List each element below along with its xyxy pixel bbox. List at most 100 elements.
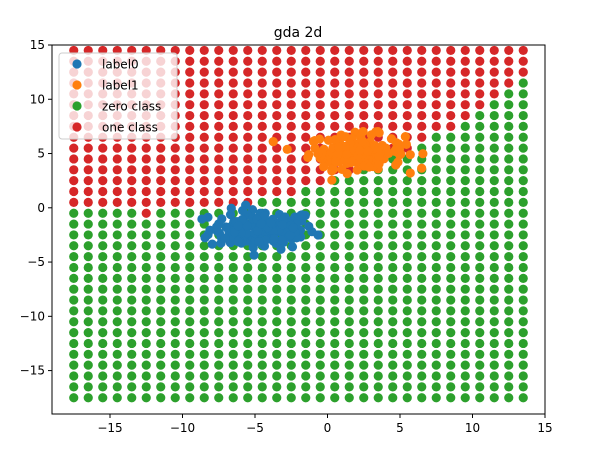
- zero-class-point: [475, 317, 485, 327]
- zero-class-point: [475, 176, 485, 186]
- zero-class-point: [388, 241, 398, 251]
- zero-class-point: [170, 295, 180, 305]
- zero-class-point: [214, 338, 224, 349]
- zero-class-point: [475, 252, 485, 262]
- zero-class-point: [214, 317, 224, 327]
- zero-class-point: [330, 382, 340, 392]
- zero-class-point: [489, 154, 499, 164]
- zero-class-point: [315, 393, 325, 403]
- zero-class-point: [489, 284, 499, 294]
- zero-class-point: [402, 338, 412, 349]
- zero-class-point: [373, 317, 383, 327]
- zero-class-point: [141, 306, 151, 316]
- one-class-point: [228, 132, 238, 142]
- zero-class-point: [315, 328, 325, 338]
- label1-point: [342, 149, 352, 160]
- one-class-point: [301, 56, 311, 66]
- zero-class-point: [199, 349, 209, 359]
- zero-class-point: [286, 317, 296, 327]
- label0-point: [221, 222, 231, 232]
- zero-class-point: [272, 382, 282, 392]
- one-class-point: [286, 100, 296, 110]
- zero-class-point: [83, 371, 93, 381]
- zero-class-point: [141, 349, 151, 359]
- zero-class-point: [431, 273, 441, 283]
- zero-class-point: [460, 176, 470, 186]
- zero-class-point: [214, 349, 224, 359]
- zero-class-point: [489, 252, 499, 262]
- zero-class-point: [330, 317, 340, 327]
- label1-point: [319, 162, 329, 172]
- zero-class-point: [112, 382, 122, 392]
- one-class-point: [185, 56, 195, 66]
- zero-class-point: [141, 371, 151, 381]
- zero-class-point: [185, 262, 195, 273]
- zero-class-point: [83, 295, 93, 305]
- y-tick-label: 5: [37, 147, 45, 161]
- zero-class-point: [359, 197, 369, 207]
- zero-class-point: [518, 154, 528, 164]
- y-tick-label: −5: [27, 255, 45, 269]
- zero-class-point: [315, 338, 325, 349]
- zero-class-point: [69, 284, 79, 294]
- zero-class-point: [112, 284, 122, 294]
- zero-class-point: [504, 241, 514, 251]
- zero-class-point: [518, 121, 528, 131]
- one-class-point: [98, 154, 108, 164]
- zero-class-point: [243, 295, 253, 305]
- zero-class-point: [460, 154, 470, 164]
- one-class-point: [228, 56, 238, 66]
- zero-class-point: [460, 143, 470, 153]
- one-class-point: [388, 121, 398, 131]
- zero-class-point: [388, 338, 398, 349]
- zero-class-point: [344, 349, 354, 359]
- zero-class-point: [373, 230, 383, 240]
- zero-class-point: [156, 382, 166, 392]
- zero-class-point: [504, 295, 514, 305]
- one-class-point: [475, 67, 485, 77]
- zero-class-point: [315, 262, 325, 273]
- zero-class-point: [286, 273, 296, 283]
- zero-class-point: [170, 360, 180, 370]
- zero-class-point: [170, 284, 180, 294]
- zero-class-point: [504, 165, 514, 175]
- one-class-point: [359, 45, 369, 56]
- zero-class-point: [518, 295, 528, 305]
- zero-class-point: [344, 295, 354, 305]
- one-class-point: [185, 165, 195, 175]
- zero-class-point: [185, 338, 195, 349]
- zero-class-point: [69, 306, 79, 316]
- one-class-point: [185, 132, 195, 142]
- one-class-point: [388, 110, 398, 121]
- label1-point: [418, 149, 428, 159]
- zero-class-point: [69, 349, 79, 359]
- one-class-point: [475, 78, 485, 88]
- zero-class-point: [315, 186, 325, 197]
- one-class-point: [141, 154, 151, 164]
- one-class-point: [199, 121, 209, 131]
- zero-class-point: [315, 252, 325, 262]
- zero-class-point: [228, 382, 238, 392]
- zero-class-point: [272, 338, 282, 349]
- zero-class-point: [373, 176, 383, 186]
- zero-class-point: [127, 284, 137, 294]
- zero-class-point: [460, 295, 470, 305]
- zero-class-point: [214, 360, 224, 370]
- zero-class-point: [272, 306, 282, 316]
- zero-class-point: [243, 273, 253, 283]
- zero-class-point: [417, 208, 427, 218]
- label0-point: [288, 223, 298, 233]
- label0-point: [233, 221, 243, 231]
- one-class-point: [141, 208, 151, 218]
- one-class-point: [301, 78, 311, 88]
- zero-class-point: [127, 273, 137, 283]
- zero-class-point: [417, 241, 427, 251]
- one-class-point: [431, 100, 441, 110]
- one-class-point: [170, 186, 180, 197]
- zero-class-point: [199, 252, 209, 262]
- zero-class-point: [228, 262, 238, 273]
- one-class-point: [301, 45, 311, 56]
- one-class-point: [127, 154, 137, 164]
- one-class-point: [199, 45, 209, 56]
